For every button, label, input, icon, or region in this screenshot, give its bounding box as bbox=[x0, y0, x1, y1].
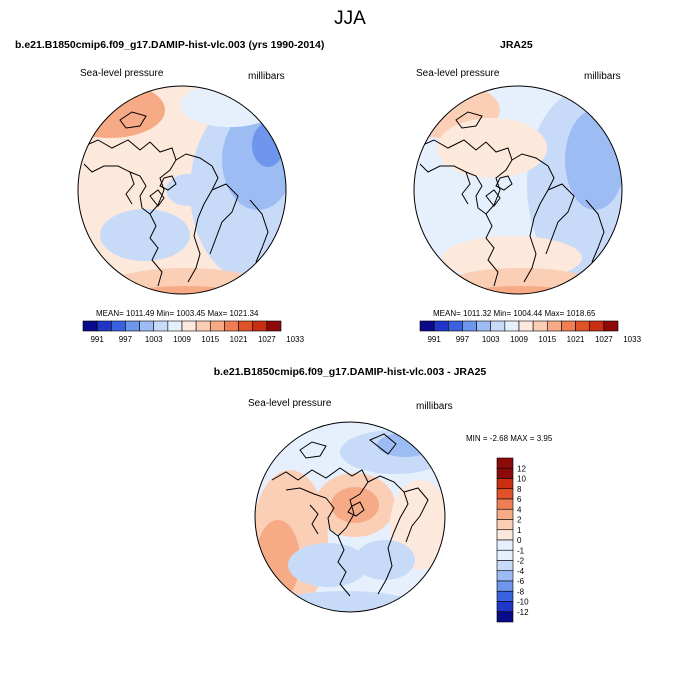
colorbar-tick-label: -1 bbox=[517, 546, 525, 555]
diff-panel-title: b.e21.B1850cmip6.f09_g17.DAMIP-hist-vlc.… bbox=[213, 366, 487, 378]
colorbar-swatch bbox=[532, 320, 548, 332]
colorbar-tick-label: 1015 bbox=[538, 335, 556, 344]
colorbar-swatch bbox=[224, 320, 239, 332]
colorbar-swatch bbox=[96, 320, 112, 332]
colorbar-swatch bbox=[209, 320, 225, 332]
figure-title: JJA bbox=[334, 8, 366, 29]
colorbar-tick-label: 997 bbox=[456, 335, 470, 344]
colorbar-swatch bbox=[238, 320, 254, 332]
colorbar-tick-label: 997 bbox=[119, 335, 133, 344]
model-polar-map bbox=[77, 85, 287, 295]
colorbar-swatch bbox=[496, 457, 514, 469]
colorbar-tick-label: 1027 bbox=[595, 335, 613, 344]
colorbar-swatch bbox=[504, 320, 520, 332]
model-panel-title: b.e21.B1850cmip6.f09_g17.DAMIP-hist-vlc.… bbox=[15, 39, 325, 51]
diff-units-label: millibars bbox=[416, 401, 453, 412]
colorbar-swatch bbox=[181, 320, 197, 332]
colorbar-tick-label: 1027 bbox=[258, 335, 276, 344]
colorbar-swatch bbox=[82, 320, 98, 332]
colorbar-swatch bbox=[490, 320, 506, 332]
colorbar-tick-label: 1 bbox=[517, 526, 522, 535]
colorbar-swatch bbox=[496, 529, 514, 541]
colorbar-swatch bbox=[496, 539, 514, 551]
colorbar-tick-label: 2 bbox=[517, 516, 522, 525]
colorbar-swatch bbox=[476, 320, 492, 332]
colorbar-tick-label: -6 bbox=[517, 577, 525, 586]
colorbar-tick-label: 6 bbox=[517, 495, 522, 504]
colorbar-tick-label: -8 bbox=[517, 587, 525, 596]
colorbar-swatch bbox=[496, 590, 514, 602]
colorbar-swatch bbox=[496, 488, 514, 500]
colorbar-swatch bbox=[518, 320, 534, 332]
colorbar-tick-label: 1003 bbox=[482, 335, 500, 344]
diff-field-label: Sea-level pressure bbox=[248, 398, 332, 409]
colorbar-tick-label: 1033 bbox=[286, 335, 304, 344]
colorbar-swatch bbox=[139, 320, 155, 332]
colorbar-swatch bbox=[496, 467, 514, 479]
colorbar-tick-label: 1033 bbox=[623, 335, 641, 344]
colorbar-tick-label: 10 bbox=[517, 475, 526, 484]
colorbar-swatch bbox=[496, 580, 514, 592]
colorbar-swatch bbox=[496, 601, 514, 613]
colorbar-swatch bbox=[546, 320, 562, 332]
colorbar-tick-label: 4 bbox=[517, 505, 522, 514]
colorbar-tick-label: -4 bbox=[517, 567, 525, 576]
colorbar-swatch bbox=[496, 611, 514, 623]
colorbar-tick-label: 1009 bbox=[173, 335, 191, 344]
colorbar-swatch bbox=[496, 508, 514, 520]
colorbar-tick-label: 1021 bbox=[230, 335, 248, 344]
colorbar-swatch bbox=[433, 320, 449, 332]
diff-stats: MIN = -2.68 MAX = 3.95 bbox=[466, 434, 553, 443]
colorbar-tick-label: -12 bbox=[517, 608, 529, 617]
colorbar-swatch bbox=[252, 320, 268, 332]
colorbar-tick-label: 12 bbox=[517, 464, 526, 473]
colorbar-tick-label: 1003 bbox=[145, 335, 163, 344]
colorbar-swatch bbox=[603, 320, 619, 332]
colorbar-swatch bbox=[153, 320, 169, 332]
diff-polar-map bbox=[254, 421, 446, 613]
obs-panel-title: JRA25 bbox=[500, 39, 533, 51]
colorbar-swatch bbox=[266, 320, 282, 332]
colorbar-tick-label: -10 bbox=[517, 598, 529, 607]
colorbar-tick-label: 991 bbox=[427, 335, 441, 344]
model-stats: MEAN= 1011.49 Min= 1003.45 Max= 1021.34 bbox=[96, 309, 259, 318]
colorbar-swatch bbox=[496, 570, 514, 582]
colorbar-swatch bbox=[496, 560, 514, 572]
obs-colorbar: 991 997 1003 1009 1015 1021 1027 1033 bbox=[419, 320, 642, 344]
colorbar-tick-label: 991 bbox=[90, 335, 104, 344]
model-units-label: millibars bbox=[248, 71, 285, 82]
obs-stats: MEAN= 1011.32 Min= 1004.44 Max= 1018.65 bbox=[433, 309, 596, 318]
colorbar-swatch bbox=[496, 549, 514, 561]
colorbar-swatch bbox=[167, 320, 183, 332]
colorbar-swatch bbox=[195, 320, 211, 332]
colorbar-swatch bbox=[561, 320, 576, 332]
colorbar-swatch bbox=[125, 320, 140, 332]
colorbar-tick-label: 1015 bbox=[201, 335, 219, 344]
obs-field-label: Sea-level pressure bbox=[416, 68, 500, 79]
colorbar-swatch bbox=[462, 320, 477, 332]
colorbar-swatch bbox=[419, 320, 435, 332]
colorbar-swatch bbox=[110, 320, 126, 332]
colorbar-tick-label: -2 bbox=[517, 557, 525, 566]
colorbar-tick-label: 1009 bbox=[510, 335, 528, 344]
colorbar-swatch bbox=[496, 478, 514, 490]
colorbar-tick-label: 0 bbox=[517, 536, 522, 545]
model-colorbar: 991 997 1003 1009 1015 1021 1027 1033 bbox=[82, 320, 305, 344]
colorbar-tick-label: 8 bbox=[517, 485, 522, 494]
colorbar-swatch bbox=[575, 320, 591, 332]
colorbar-tick-label: 1021 bbox=[567, 335, 585, 344]
obs-polar-map bbox=[413, 85, 623, 295]
colorbar-swatch bbox=[496, 498, 514, 510]
model-field-label: Sea-level pressure bbox=[80, 68, 164, 79]
obs-units-label: millibars bbox=[584, 71, 621, 82]
colorbar-swatch bbox=[447, 320, 463, 332]
colorbar-swatch bbox=[496, 519, 514, 531]
colorbar-swatch bbox=[589, 320, 605, 332]
